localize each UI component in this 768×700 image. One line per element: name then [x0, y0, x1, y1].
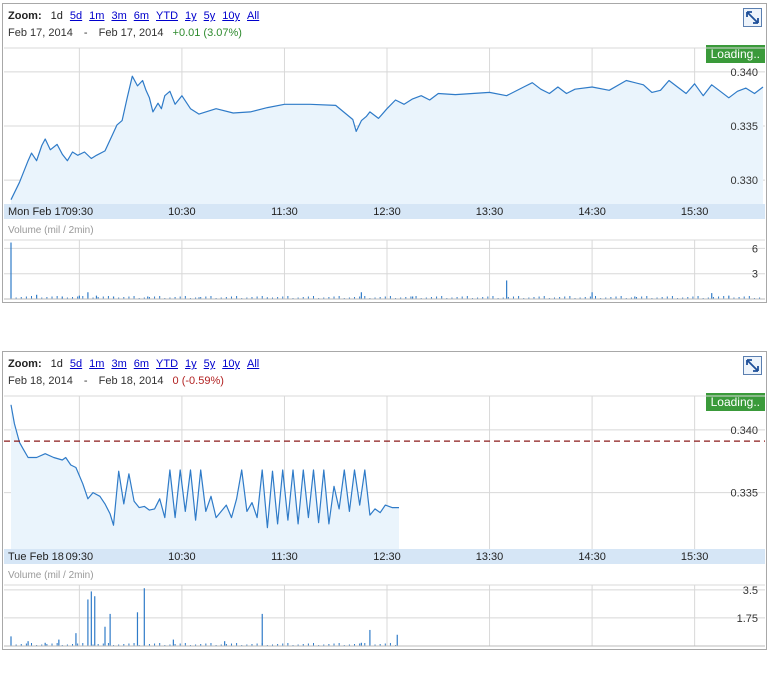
volume-title: Volume (mil / 2min) [8, 225, 94, 236]
zoom-label: Zoom: [8, 358, 42, 370]
range-start-date: Feb 17, 2014 [8, 27, 73, 39]
y-tick-label: 0.340 [730, 67, 758, 79]
x-tick-label: 13:30 [476, 551, 504, 563]
volume-tick-label: 6 [752, 243, 758, 255]
volume-tick-label: 3.5 [743, 585, 758, 597]
volume-title: Volume (mil / 2min) [8, 570, 94, 581]
zoom-option-10y[interactable]: 10y [222, 10, 241, 22]
zoom-option-10y[interactable]: 10y [222, 358, 241, 370]
loading-badge: Loading.. [705, 393, 765, 411]
x-tick-label: 09:30 [66, 206, 94, 218]
zoom-option-ytd[interactable]: YTD [156, 358, 179, 370]
range-separator: - [83, 27, 88, 39]
range-end-date: Feb 18, 2014 [98, 375, 164, 387]
x-tick-label: 13:30 [476, 206, 504, 218]
x-tick-label: 14:30 [578, 206, 606, 218]
zoom-option-6m[interactable]: 6m [133, 358, 150, 370]
price-volume-chart: 0.340 0.335 Tue Feb 18 09:30 10:30 11:30 12:30… [4, 395, 765, 647]
zoom-option-3m[interactable]: 3m [111, 10, 127, 22]
price-area [11, 404, 399, 549]
expand-arrows-icon [746, 359, 759, 372]
x-tick-label: 15:30 [681, 206, 709, 218]
date-range-row: Feb 18, 2014 - Feb 18, 2014 0 (-0.59%) [8, 375, 224, 387]
zoom-option-all[interactable]: All [247, 358, 260, 370]
zoom-option-5d[interactable]: 5d [69, 10, 83, 22]
y-tick-label: 0.335 [730, 488, 758, 500]
intraday-chart-panel: Zoom: 1d 5d 1m 3m 6m YTD 1y 5y 10y All Feb 18, 20… [2, 351, 767, 650]
volume-tick-label: 1.75 [737, 613, 758, 625]
range-start-date: Feb 18, 2014 [8, 375, 73, 387]
zoom-label: Zoom: [8, 10, 42, 22]
price-line [10, 404, 399, 529]
zoom-bar: Zoom: 1d 5d 1m 3m 6m YTD 1y 5y 10y All [8, 358, 266, 370]
date-range-row: Feb 17, 2014 - Feb 17, 2014 +0.01 (3.07%… [8, 27, 242, 39]
zoom-option-5d[interactable]: 5d [69, 358, 83, 370]
price-change: +0.01 (3.07%) [172, 27, 242, 39]
x-tick-label: 10:30 [168, 206, 196, 218]
zoom-option-1y[interactable]: 1y [185, 10, 197, 22]
zoom-option-1d[interactable]: 1d [50, 358, 63, 370]
zoom-option-5y[interactable]: 5y [203, 358, 216, 370]
time-axis-band [4, 549, 765, 564]
x-tick-label: 15:30 [681, 551, 709, 563]
loading-badge: Loading.. [705, 45, 765, 63]
volume-tick-label: 3 [752, 269, 758, 281]
x-tick-label: 11:30 [271, 206, 298, 218]
date-label: Mon Feb 17 [8, 206, 67, 218]
zoom-option-6m[interactable]: 6m [133, 10, 150, 22]
zoom-option-1d[interactable]: 1d [50, 10, 63, 22]
x-tick-label: 10:30 [168, 551, 196, 563]
x-tick-label: 12:30 [373, 206, 401, 218]
y-tick-label: 0.335 [730, 121, 758, 133]
price-line [10, 75, 764, 200]
intraday-chart-panel: Zoom: 1d 5d 1m 3m 6m YTD 1y 5y 10y All Feb 17, 20… [2, 3, 767, 303]
zoom-option-3m[interactable]: 3m [111, 358, 127, 370]
x-tick-label: 09:30 [66, 551, 94, 563]
time-axis-band [4, 204, 765, 219]
y-tick-label: 0.330 [730, 175, 758, 187]
zoom-option-1m[interactable]: 1m [89, 10, 105, 22]
zoom-option-ytd[interactable]: YTD [156, 10, 179, 22]
price-change: 0 (-0.59%) [172, 375, 224, 387]
range-end-date: Feb 17, 2014 [98, 27, 164, 39]
x-tick-label: 11:30 [271, 551, 298, 563]
zoom-option-1m[interactable]: 1m [89, 358, 105, 370]
y-tick-label: 0.340 [730, 425, 758, 437]
zoom-options: 1d 5d 1m 3m 6m YTD 1y 5y 10y All [51, 358, 267, 370]
zoom-option-all[interactable]: All [247, 10, 260, 22]
expand-chart-button[interactable] [743, 8, 762, 27]
expand-arrows-icon [746, 11, 759, 24]
zoom-bar: Zoom: 1d 5d 1m 3m 6m YTD 1y 5y 10y All [8, 10, 266, 22]
zoom-options: 1d 5d 1m 3m 6m YTD 1y 5y 10y All [51, 10, 267, 22]
x-tick-label: 12:30 [373, 551, 401, 563]
zoom-option-1y[interactable]: 1y [185, 358, 197, 370]
x-tick-label: 14:30 [578, 551, 606, 563]
expand-chart-button[interactable] [743, 356, 762, 375]
zoom-option-5y[interactable]: 5y [203, 10, 216, 22]
range-separator: - [83, 375, 88, 387]
price-area [11, 76, 763, 204]
date-label: Tue Feb 18 [8, 551, 64, 563]
